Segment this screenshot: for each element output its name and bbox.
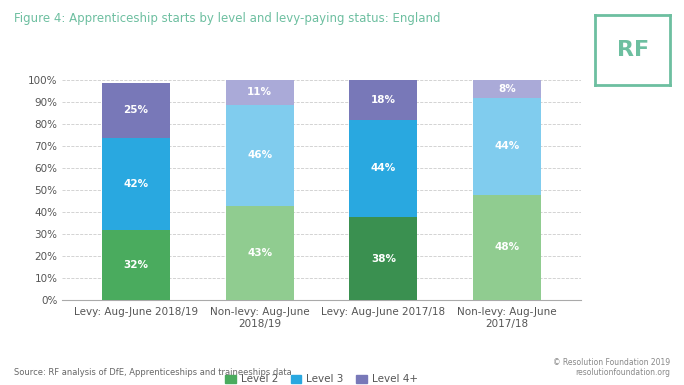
Text: 18%: 18%	[371, 95, 396, 105]
Text: Source: RF analysis of DfE, Apprenticeships and traineeships data: Source: RF analysis of DfE, Apprenticesh…	[14, 368, 291, 377]
Text: Figure 4: Apprenticeship starts by level and levy-paying status: England: Figure 4: Apprenticeship starts by level…	[14, 12, 440, 25]
Bar	[226, 206, 293, 300]
Text: 48%: 48%	[495, 243, 520, 253]
Text: 32%: 32%	[123, 260, 148, 270]
Bar	[226, 104, 293, 206]
Text: 44%: 44%	[495, 141, 520, 151]
Legend: Level 2, Level 3, Level 4+: Level 2, Level 3, Level 4+	[221, 370, 422, 385]
Bar	[350, 120, 417, 217]
Text: 38%: 38%	[371, 253, 396, 263]
Bar	[473, 80, 541, 98]
Text: 25%: 25%	[123, 105, 148, 115]
Bar	[102, 137, 170, 230]
Bar	[473, 195, 541, 300]
Bar	[102, 82, 170, 137]
Bar	[350, 80, 417, 120]
Text: 42%: 42%	[123, 179, 148, 189]
Text: 43%: 43%	[247, 248, 272, 258]
Text: © Resolution Foundation 2019
resolutionfoundation.org: © Resolution Foundation 2019 resolutionf…	[553, 358, 670, 377]
Text: RF: RF	[617, 40, 648, 60]
Text: 8%: 8%	[498, 84, 516, 94]
Text: 46%: 46%	[247, 150, 272, 160]
Text: 44%: 44%	[371, 163, 396, 173]
Bar	[102, 230, 170, 300]
Bar	[226, 80, 293, 104]
Text: 11%: 11%	[247, 87, 272, 97]
Bar	[473, 98, 541, 195]
Bar	[350, 217, 417, 300]
